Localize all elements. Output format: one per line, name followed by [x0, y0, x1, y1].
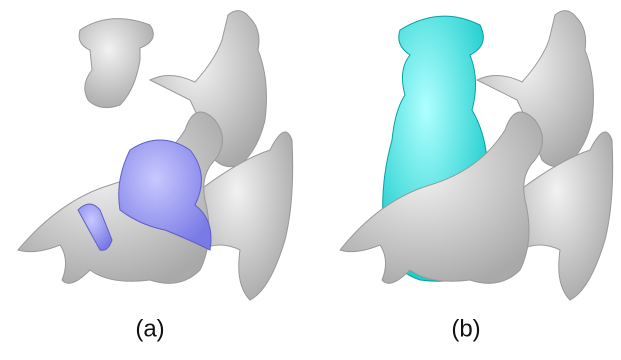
panel-label: (a)	[135, 315, 164, 342]
panel-label: (b)	[451, 315, 480, 342]
chef-fragment	[79, 19, 153, 108]
figure: (a) (b)	[0, 0, 621, 360]
panel-b: (b)	[340, 11, 613, 343]
panel-a: (a)	[18, 11, 293, 343]
